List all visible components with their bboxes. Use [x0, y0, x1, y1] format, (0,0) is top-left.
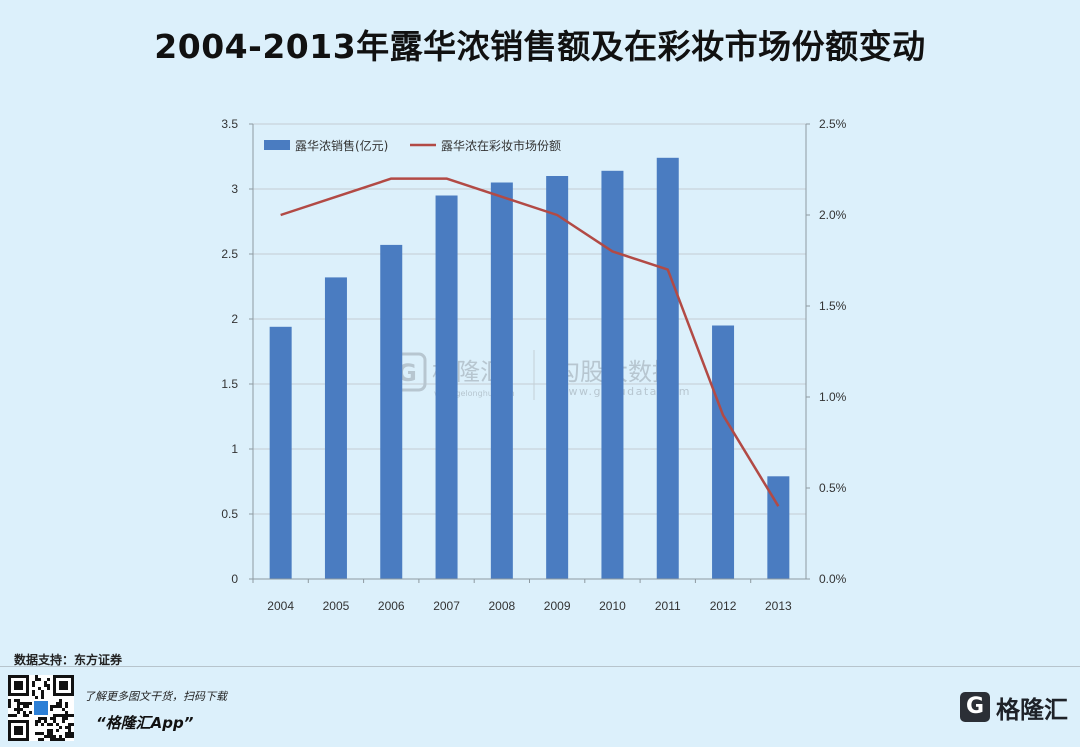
y-left-tick-label: 3.5	[221, 117, 238, 131]
x-tick-label: 2010	[599, 599, 626, 613]
combo-chart: G格隆汇www.gelonghui.com勾股大数据www.gogudata.c…	[221, 117, 847, 613]
x-tick-label: 2013	[765, 599, 792, 613]
x-tick-label: 2011	[655, 599, 681, 613]
y-right-tick-label: 2.0%	[819, 208, 847, 222]
promo-text: 了解更多图文干货，扫码下载	[84, 690, 227, 703]
y-left-tick-label: 0	[231, 572, 238, 586]
y-right-tick-label: 0.5%	[819, 481, 847, 495]
qr-code	[8, 675, 74, 741]
x-tick-label: 2008	[488, 599, 515, 613]
legend-bar-swatch	[264, 140, 290, 150]
footer-divider	[0, 666, 1080, 667]
y-right-tick-label: 1.5%	[819, 299, 847, 313]
y-left-tick-label: 0.5	[221, 507, 238, 521]
legend-bar-label: 露华浓销售(亿元)	[295, 138, 388, 153]
bar	[601, 170, 624, 580]
y-left-tick-label: 2.5	[221, 247, 238, 261]
bar	[269, 326, 292, 579]
bar	[767, 476, 790, 579]
data-source: 数据支持：东方证券	[14, 653, 123, 667]
x-tick-label: 2007	[433, 599, 460, 613]
y-right-tick-label: 2.5%	[819, 117, 847, 131]
x-tick-label: 2005	[323, 599, 350, 613]
y-right-tick-label: 0.0%	[819, 572, 847, 586]
brand-name: 格隆汇	[996, 695, 1068, 724]
brand-logo-group: G 格隆汇	[960, 690, 1068, 724]
x-tick-label: 2004	[267, 599, 294, 613]
y-right-tick-label: 1.0%	[819, 390, 847, 404]
y-left-tick-label: 3	[231, 182, 238, 196]
bar	[546, 176, 569, 579]
x-tick-label: 2009	[544, 599, 571, 613]
x-tick-label: 2006	[378, 599, 405, 613]
y-left-tick-label: 2	[231, 312, 238, 326]
y-left-tick-label: 1	[231, 442, 238, 456]
watermark-left-url: www.gelonghui.com	[434, 389, 515, 398]
bar	[656, 157, 679, 580]
bar	[490, 182, 513, 579]
watermark-right-url: www.gogudata.com	[558, 385, 691, 398]
page-title: 2004-2013年露华浓销售额及在彩妆市场份额变动	[154, 27, 926, 66]
y-left-tick-label: 1.5	[221, 377, 238, 391]
promo-app-name: “格隆汇App”	[96, 714, 194, 732]
bar	[324, 277, 347, 579]
market-share-line	[280, 177, 780, 507]
bar	[435, 195, 458, 579]
bar	[712, 325, 735, 579]
bar	[380, 244, 403, 579]
x-tick-label: 2012	[710, 599, 737, 613]
legend-line-label: 露华浓在彩妆市场份额	[441, 138, 561, 153]
brand-logo-icon: G	[960, 692, 990, 722]
